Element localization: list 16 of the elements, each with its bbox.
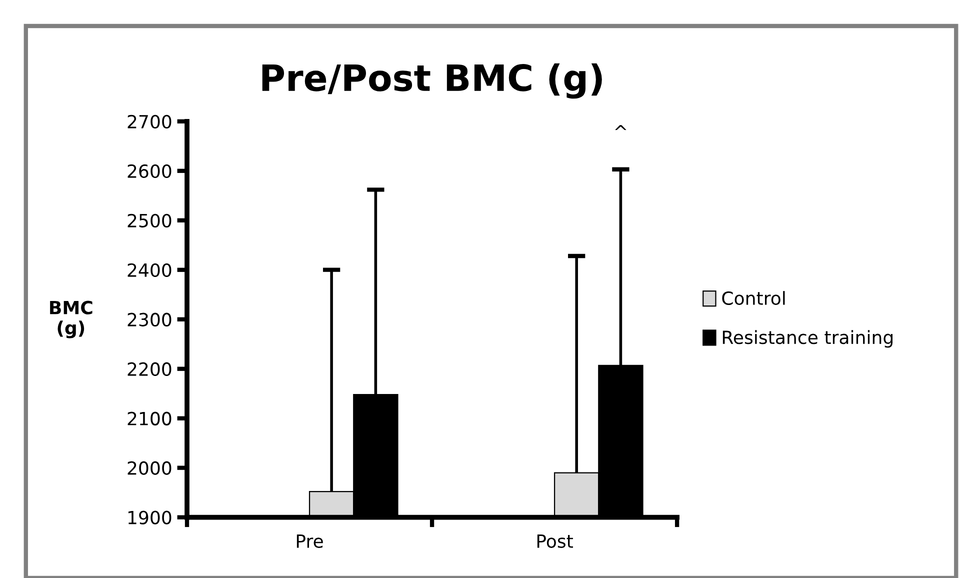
y-axis-title: BMC (g) <box>50 300 92 338</box>
x-tick-label: Pre <box>296 534 323 548</box>
annotation: ^ <box>615 125 626 130</box>
legend-label: Control <box>722 291 785 306</box>
x-tick-label: Post <box>537 534 573 548</box>
y-tick-label: 2400 <box>128 263 172 277</box>
y-tick-label: 2000 <box>128 461 172 475</box>
y-tick-label: 2100 <box>128 412 172 426</box>
legend-label: Resistance training <box>722 330 892 348</box>
chart-title: Pre/Post BMC (g) <box>262 63 602 99</box>
y-tick-label: 2200 <box>128 362 172 376</box>
y-tick-label: 2500 <box>128 214 172 228</box>
y-tick-label: 2300 <box>128 312 172 326</box>
y-tick-label: 2700 <box>128 114 172 128</box>
y-tick-label: 2600 <box>128 164 172 178</box>
y-tick-label: 1900 <box>128 510 172 524</box>
